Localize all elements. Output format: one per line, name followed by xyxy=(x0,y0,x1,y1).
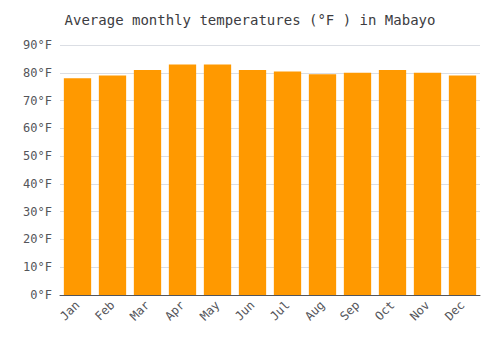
svg-text:Oct: Oct xyxy=(372,298,397,323)
svg-text:70°F: 70°F xyxy=(23,94,52,108)
svg-text:Sep: Sep xyxy=(337,298,362,323)
svg-text:80°F: 80°F xyxy=(23,66,52,80)
svg-text:Nov: Nov xyxy=(407,298,432,323)
svg-text:10°F: 10°F xyxy=(23,260,52,274)
svg-text:40°F: 40°F xyxy=(23,177,52,191)
svg-text:Average monthly temperatures (: Average monthly temperatures (°F ) in Ma… xyxy=(65,12,436,28)
svg-text:Jan: Jan xyxy=(57,298,82,323)
svg-text:Mar: Mar xyxy=(127,298,152,323)
svg-text:Aug: Aug xyxy=(302,298,327,323)
svg-text:Apr: Apr xyxy=(162,298,187,323)
svg-text:Dec: Dec xyxy=(442,298,467,323)
svg-text:Jul: Jul xyxy=(267,298,292,323)
svg-text:60°F: 60°F xyxy=(23,121,52,135)
svg-text:50°F: 50°F xyxy=(23,149,52,163)
svg-text:Jun: Jun xyxy=(232,298,257,323)
svg-text:0°F: 0°F xyxy=(30,288,52,302)
svg-text:Feb: Feb xyxy=(92,298,117,323)
svg-text:30°F: 30°F xyxy=(23,205,52,219)
svg-text:May: May xyxy=(197,298,222,323)
svg-text:20°F: 20°F xyxy=(23,232,52,246)
svg-text:90°F: 90°F xyxy=(23,38,52,52)
